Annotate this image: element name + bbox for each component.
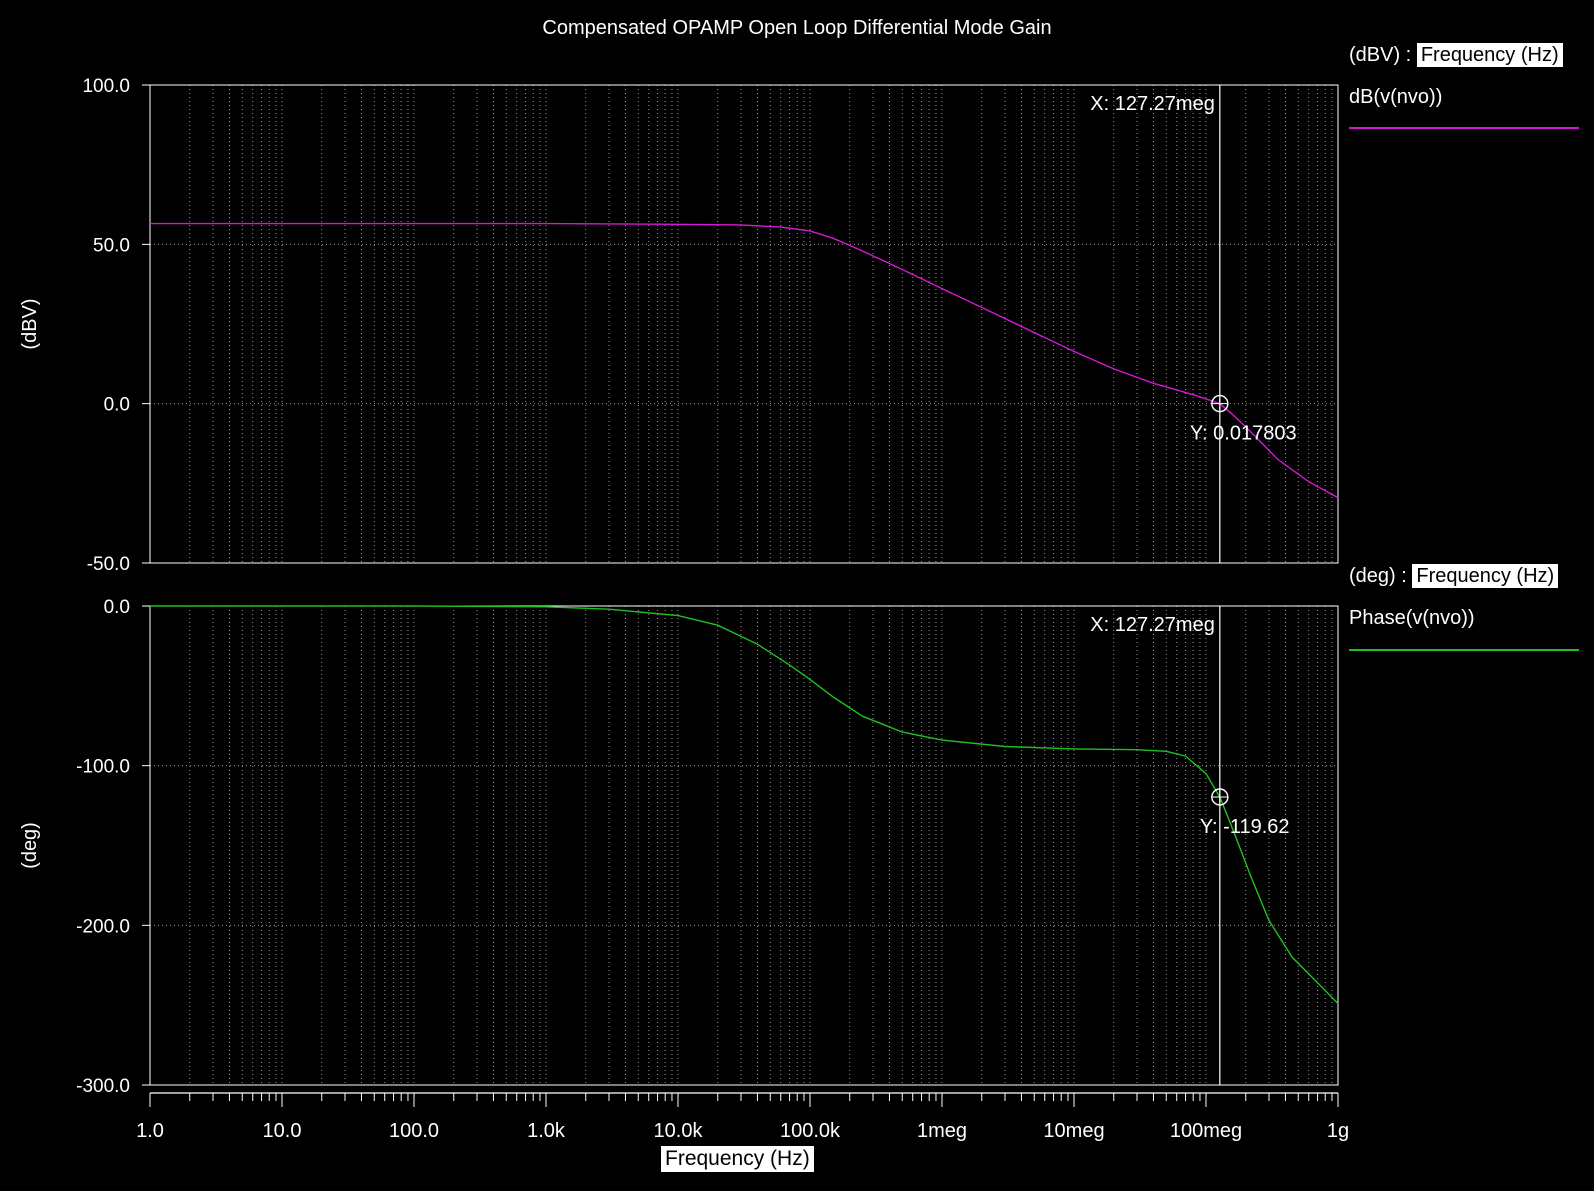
x-tick-label: 1g bbox=[1327, 1120, 1349, 1142]
cursor-y-readout: Y: -119.62 bbox=[1200, 816, 1290, 838]
top-legend-swatch bbox=[1349, 127, 1579, 129]
y-tick-label: 0.0 bbox=[104, 597, 130, 618]
bottom-legend-swatch bbox=[1349, 649, 1579, 651]
x-tick-label: 1.0k bbox=[527, 1120, 566, 1142]
cursor-x-readout: X: 127.27meg bbox=[1090, 93, 1215, 115]
y-tick-label: -300.0 bbox=[76, 1076, 130, 1097]
x-tick-label: 100meg bbox=[1170, 1120, 1242, 1142]
x-tick-label: 100.0 bbox=[389, 1120, 439, 1142]
x-tick-label: 1.0 bbox=[136, 1120, 164, 1142]
bottom-legend-unit: (deg) : bbox=[1349, 565, 1407, 587]
plot-frame bbox=[150, 606, 1338, 1085]
y-tick-label: -200.0 bbox=[76, 916, 130, 937]
y-tick-label: -50.0 bbox=[87, 554, 130, 575]
x-tick-label: 10.0 bbox=[263, 1120, 302, 1142]
plot-frame bbox=[150, 85, 1338, 563]
x-tick-label: 1meg bbox=[917, 1120, 967, 1142]
phase-panel bbox=[142, 606, 1338, 1085]
phase-series-line bbox=[150, 606, 1338, 1004]
top-legend-header: (dBV) : Frequency (Hz) bbox=[1349, 44, 1563, 67]
x-tick-label: 10.0k bbox=[654, 1120, 704, 1142]
chart-title: Compensated OPAMP Open Loop Differential… bbox=[542, 17, 1051, 39]
y-tick-label: -100.0 bbox=[76, 757, 130, 778]
y-tick-label: 50.0 bbox=[93, 235, 130, 256]
cursor-y-readout: Y: 0.017803 bbox=[1190, 423, 1297, 445]
top-legend-series-name[interactable]: dB(v(nvo)) bbox=[1349, 86, 1442, 109]
x-tick-label: 10meg bbox=[1043, 1120, 1104, 1142]
bottom-legend-series-name[interactable]: Phase(v(nvo)) bbox=[1349, 607, 1475, 630]
y-axis-label-phase: (deg) bbox=[19, 822, 41, 869]
y-axis-label-gain: (dBV) bbox=[19, 298, 41, 349]
gain-panel bbox=[142, 85, 1338, 563]
y-tick-label: 100.0 bbox=[82, 76, 130, 97]
x-axis-label[interactable]: Frequency (Hz) bbox=[661, 1146, 814, 1172]
top-legend-axis-box[interactable]: Frequency (Hz) bbox=[1417, 43, 1563, 67]
bottom-legend-axis-box[interactable]: Frequency (Hz) bbox=[1412, 564, 1558, 588]
gain-series-line bbox=[150, 224, 1338, 498]
x-tick-label: 100.0k bbox=[780, 1120, 841, 1142]
cursor-x-readout: X: 127.27meg bbox=[1090, 614, 1215, 636]
top-legend-unit: (dBV) : bbox=[1349, 44, 1411, 66]
bottom-legend-header: (deg) : Frequency (Hz) bbox=[1349, 565, 1558, 588]
y-tick-label: 0.0 bbox=[104, 395, 130, 416]
